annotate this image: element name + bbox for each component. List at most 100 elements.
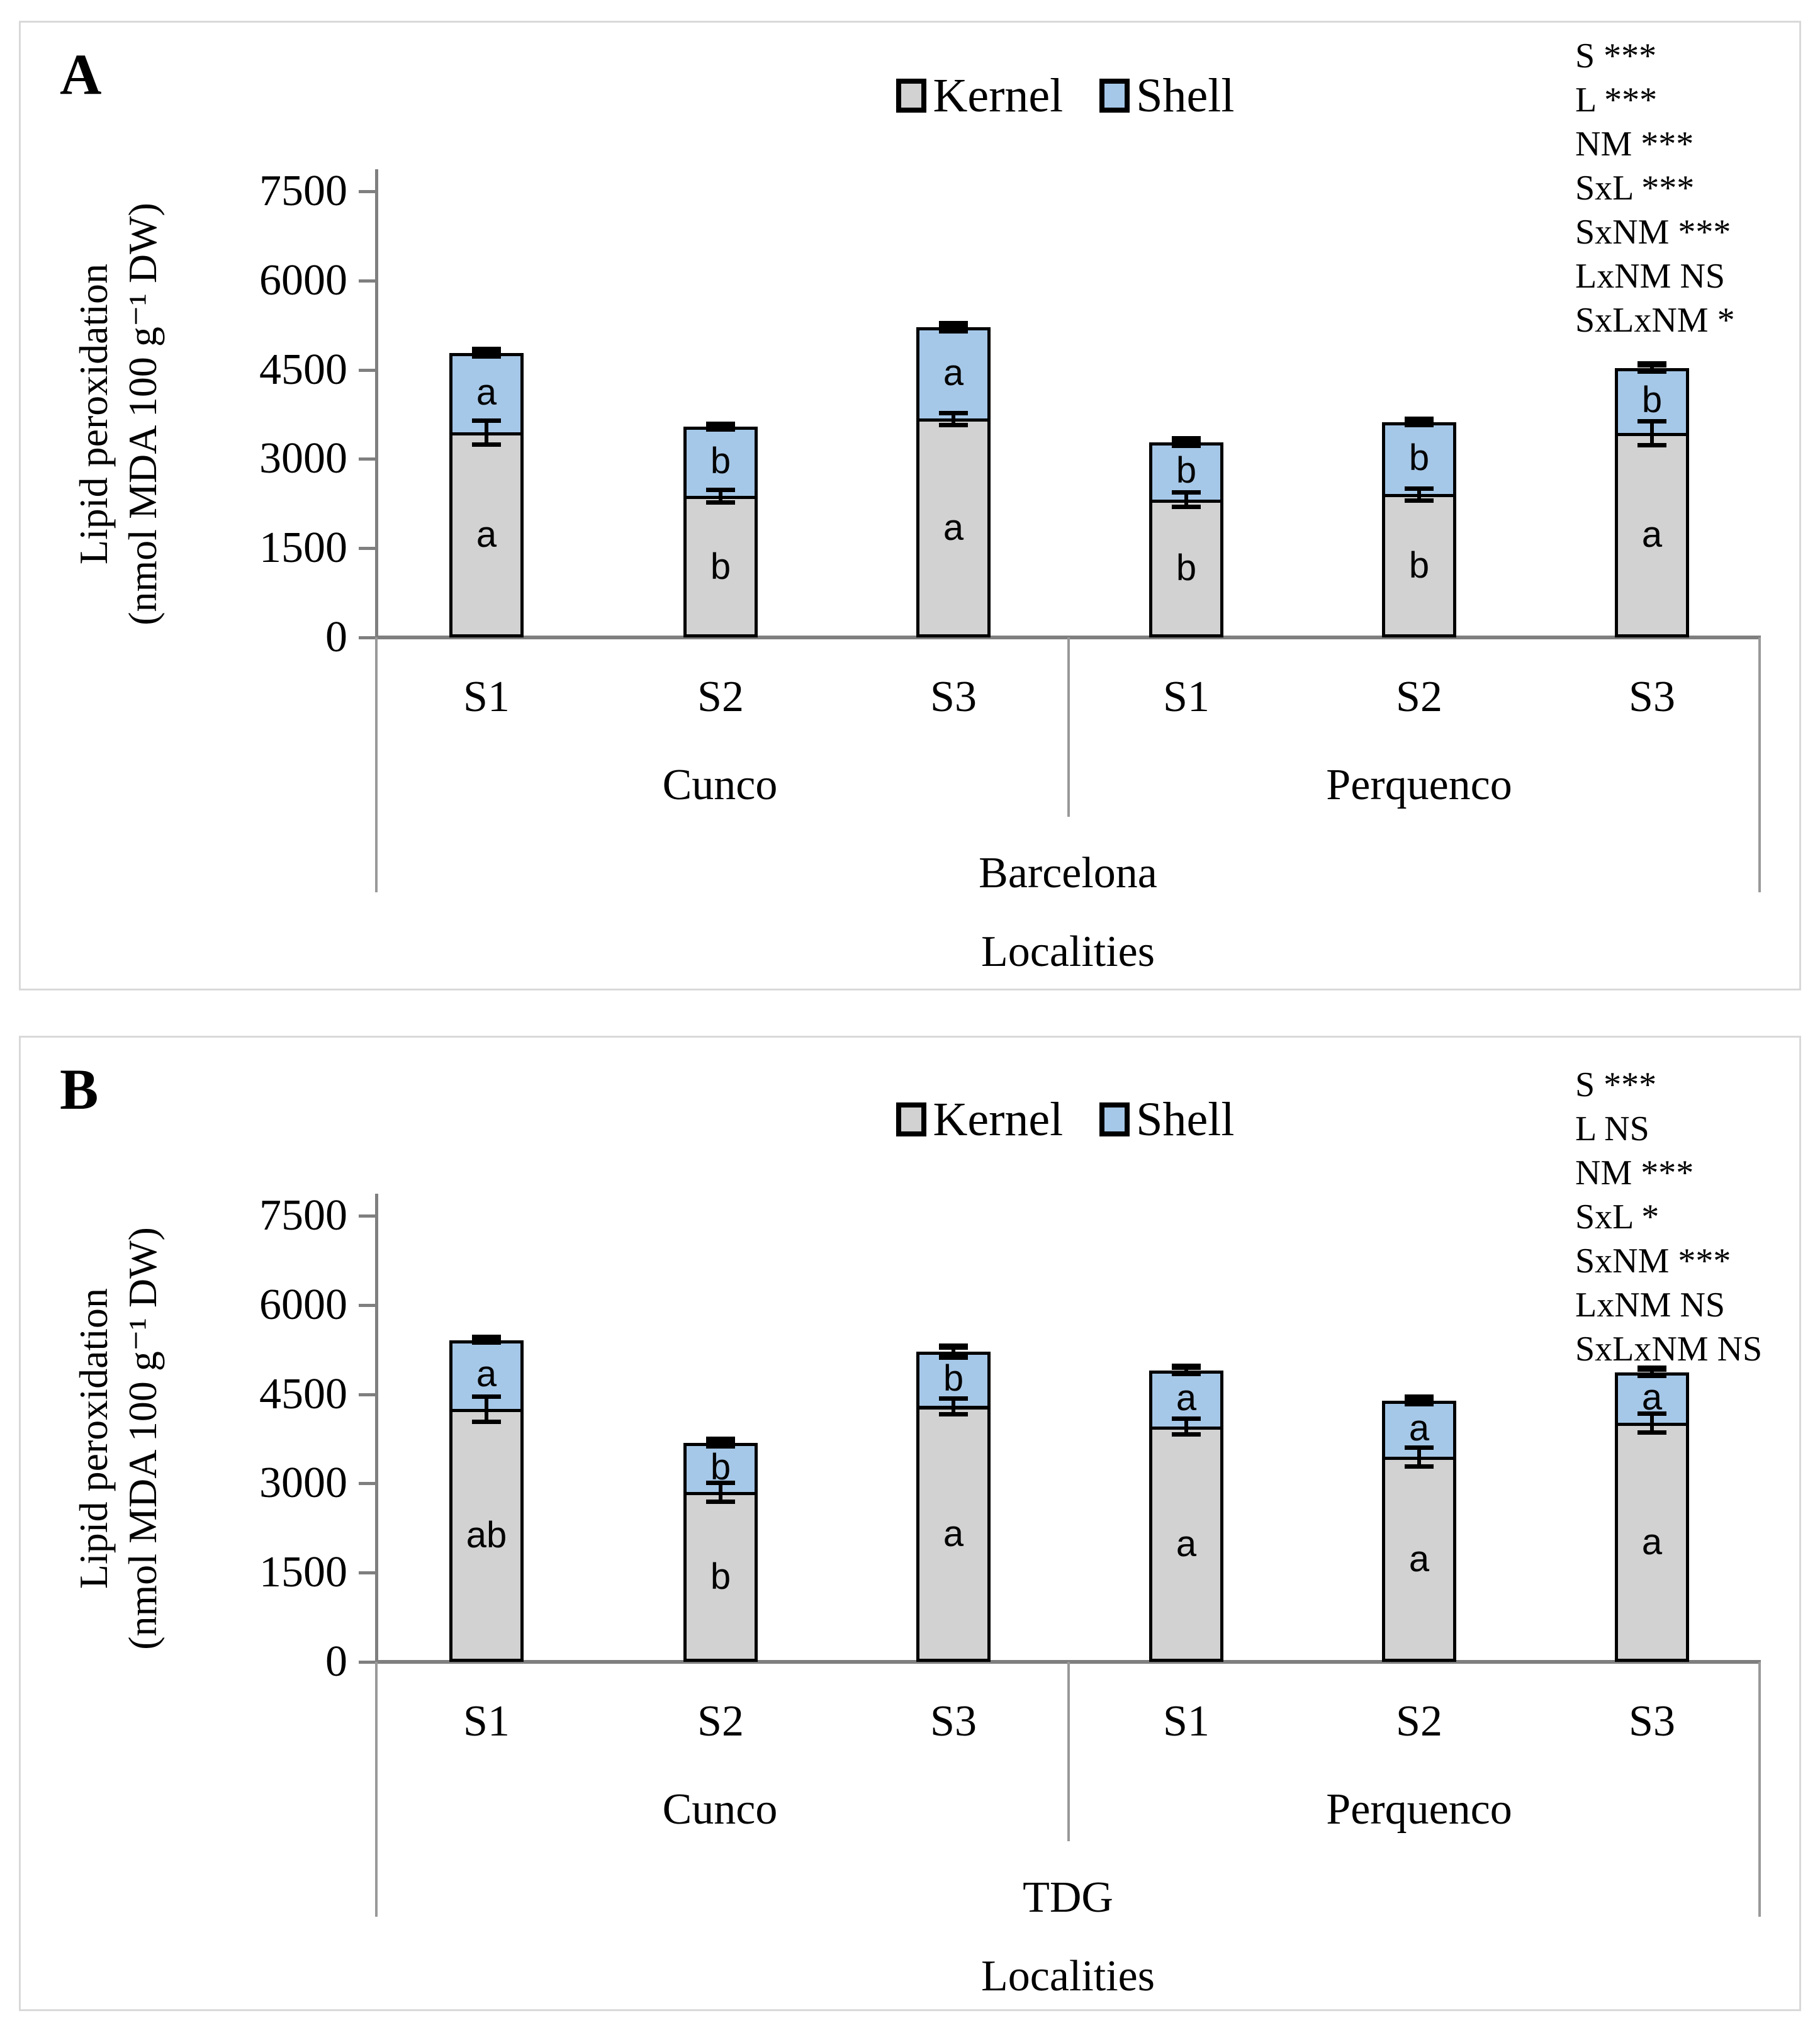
kernel-swatch-icon [896, 79, 927, 113]
kernel-error-cap-top [472, 1394, 501, 1399]
y-axis-tick [359, 1482, 375, 1486]
y-axis-tick [359, 1393, 375, 1396]
total-error-cap-bottom [1405, 422, 1434, 427]
shell-letter: b [1641, 379, 1663, 421]
kernel-letter: ab [466, 1515, 507, 1556]
kernel-error-cap-bottom [1637, 1430, 1666, 1435]
kernel-error-cap-top [706, 1480, 735, 1485]
y-tick-label: 7500 [259, 167, 347, 215]
stat-line: SxL * [1575, 1197, 1660, 1237]
total-error-cap-bottom [706, 1443, 735, 1449]
kernel-letter: a [943, 507, 964, 549]
axis-dropline-right [1758, 637, 1761, 892]
y-axis-tick [359, 1303, 375, 1307]
total-error-cap-bottom [706, 427, 735, 432]
y-tick-label: 0 [325, 613, 347, 661]
kernel-error-bar [952, 1398, 955, 1414]
panel-b: B Kernel Shell S *** L NS NM *** SxL * SxNM *… [19, 1036, 1801, 2011]
x-tick-label: S3 [1629, 673, 1675, 721]
total-error-cap-bottom [1172, 442, 1201, 448]
kernel-error-bar [1650, 420, 1654, 445]
y-axis-tick [359, 457, 375, 461]
bar-kernel [449, 1409, 524, 1662]
total-error-cap-bottom [939, 1354, 968, 1360]
y-tick-label: 1500 [259, 524, 347, 573]
group-label: Cunco [662, 1785, 778, 1834]
y-tick-label: 7500 [259, 1191, 347, 1240]
total-error-bar [1184, 1367, 1188, 1374]
bar-kernel [916, 1406, 991, 1662]
shell-letter: a [1408, 1408, 1430, 1449]
stat-line: NM *** [1575, 125, 1694, 164]
y-axis-tick [359, 1214, 375, 1218]
stat-line: SxLxNM NS [1575, 1330, 1763, 1369]
shell-swatch-icon [1099, 1102, 1130, 1136]
kernel-letter: a [943, 1513, 964, 1554]
kernel-error-cap-bottom [1405, 498, 1434, 503]
total-error-bar [952, 323, 955, 332]
total-error-bar [1650, 1368, 1654, 1376]
panel-a-label: A [60, 42, 102, 106]
kernel-error-bar [1184, 1418, 1188, 1434]
axis-dropline-left [375, 1662, 378, 1917]
stat-line: SxL *** [1575, 169, 1695, 208]
bar-kernel [1382, 1456, 1456, 1662]
bar-shell [916, 327, 991, 422]
x-tick-label: S3 [930, 1697, 977, 1746]
total-error-cap-top [472, 1334, 501, 1341]
stat-line: LxNM NS [1575, 1286, 1726, 1325]
total-error-cap-top [706, 1437, 735, 1444]
y-tick-label: 6000 [259, 1280, 347, 1329]
kernel-error-bar [485, 1396, 488, 1422]
legend: Kernel Shell [751, 72, 1380, 120]
shell-letter: b [710, 1446, 731, 1488]
stat-line: L *** [1575, 81, 1658, 120]
total-error-cap-top [706, 421, 735, 428]
stat-line: SxLxNM * [1575, 301, 1735, 340]
bar-kernel [683, 1491, 758, 1662]
kernel-error-bar [952, 412, 955, 425]
y-tick-label: 4500 [259, 1369, 347, 1418]
total-error-cap-bottom [1405, 1401, 1434, 1406]
y-tick-label: 3000 [259, 434, 347, 483]
total-error-bar [1650, 364, 1654, 372]
kernel-letter: a [1176, 1523, 1197, 1564]
group-divider [1067, 1662, 1070, 1841]
y-axis-tick [359, 636, 375, 639]
kernel-error-bar [719, 1482, 722, 1501]
shell-letter: b [1176, 450, 1197, 491]
x-tick-label: S3 [930, 673, 977, 721]
kernel-letter: a [1641, 1521, 1663, 1562]
total-error-cap-bottom [939, 328, 968, 334]
shell-letter: a [943, 352, 964, 393]
kernel-error-cap-bottom [1172, 1432, 1201, 1437]
x-tick-label: S1 [463, 673, 510, 721]
y-tick-label: 3000 [259, 1459, 347, 1508]
shell-letter: b [710, 440, 731, 482]
kernel-error-cap-bottom [472, 1420, 501, 1425]
kernel-error-cap-top [1172, 1416, 1201, 1422]
kernel-error-cap-bottom [706, 1499, 735, 1504]
total-error-cap-top [1405, 1394, 1434, 1401]
stat-line: S *** [1575, 1065, 1657, 1104]
kernel-error-bar [1417, 488, 1421, 500]
x-axis-title: Localities [980, 928, 1155, 976]
kernel-error-cap-top [1637, 418, 1666, 423]
y-axis-tick [359, 1571, 375, 1575]
plot-area: 0 1500 3000 4500 6000 7500 a a S1 b b S2 a a S3 b b S1 b b S… [21, 23, 1799, 989]
kernel-error-cap-top [1405, 486, 1434, 491]
kernel-letter: a [1408, 1538, 1430, 1579]
stat-line: L NS [1575, 1109, 1649, 1148]
total-error-cap-top [1637, 361, 1666, 368]
y-tick-label: 4500 [259, 345, 347, 394]
kernel-error-cap-bottom [706, 500, 735, 505]
bar-shell [1382, 422, 1456, 498]
x-tick-label: S2 [1396, 1697, 1442, 1746]
kernel-letter: b [710, 546, 731, 587]
legend-item-kernel: Kernel [896, 72, 1063, 120]
cultivar-label: TDG [1023, 1873, 1113, 1922]
bar-kernel [1382, 494, 1456, 637]
y-axis-line [375, 1194, 378, 1664]
plot-area: 0 1500 3000 4500 6000 7500 ab a S1 b b S2 a b S3 a a S1 a a… [21, 1038, 1799, 2009]
